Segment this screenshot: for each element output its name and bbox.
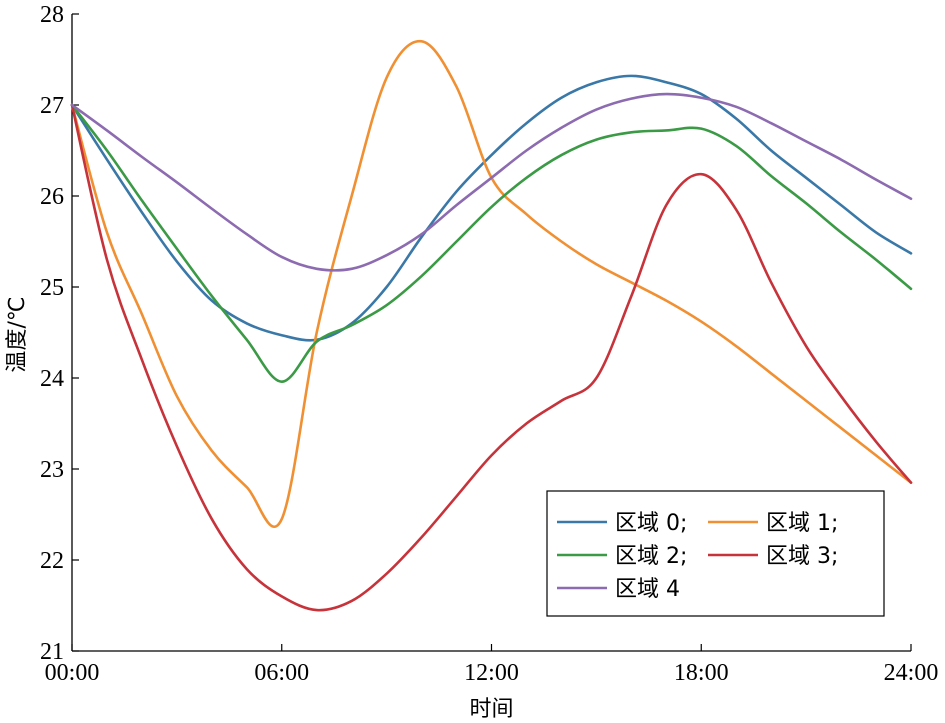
- legend-label-4: 区域 4: [615, 577, 680, 602]
- axes: 21 22 23 24 25 26 27 28 00:00 06:00 12:00 18:00 24:0…: [40, 2, 938, 686]
- legend-label-1: 区域 1;: [766, 511, 838, 536]
- legend-label-2: 区域 2;: [615, 544, 687, 569]
- series-line-3: [70, 103, 913, 612]
- y-tick-label: 24: [40, 366, 64, 392]
- y-tick-label: 27: [40, 93, 64, 119]
- x-tick-label: 06:00: [254, 660, 309, 686]
- series-layer: [70, 39, 913, 612]
- y-tick-label: 28: [40, 2, 64, 28]
- series-line-1: [70, 39, 913, 529]
- x-tick-label: 24:00: [884, 660, 939, 686]
- x-tick-label: 00:00: [45, 660, 100, 686]
- x-axis-title: 时间: [469, 697, 513, 722]
- y-tick-label: 26: [40, 184, 64, 210]
- legend-label-3: 区域 3;: [766, 544, 838, 569]
- legend: 区域 0; 区域 1; 区域 2; 区域 3; 区域 4: [546, 490, 885, 617]
- series-line-0: [70, 74, 913, 342]
- x-tick-label: 12:00: [464, 660, 519, 686]
- legend-label-0: 区域 0;: [615, 511, 687, 536]
- x-tick-label: 18:00: [674, 660, 729, 686]
- series-line-2: [70, 103, 913, 383]
- y-axis-title: 温度/℃: [5, 296, 30, 372]
- y-tick-label: 22: [40, 548, 64, 574]
- y-tick-label: 21: [40, 639, 64, 665]
- y-tick-label: 23: [40, 457, 64, 483]
- series-line-4: [70, 92, 913, 272]
- y-tick-label: 25: [40, 275, 64, 301]
- legend-box: [546, 490, 885, 617]
